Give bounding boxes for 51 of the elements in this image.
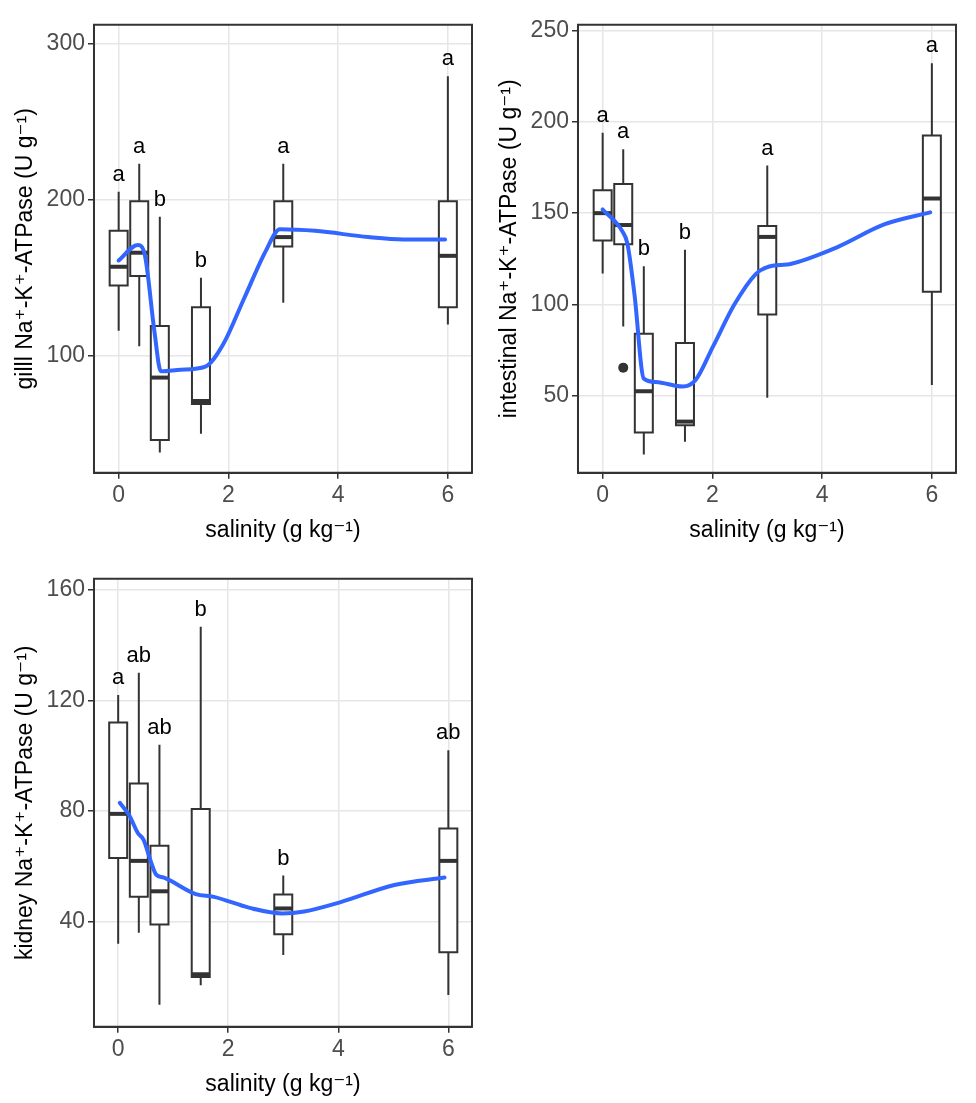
x-tick-label: 2 bbox=[706, 480, 719, 507]
y-tick-label: 200 bbox=[530, 107, 569, 134]
annotation: a bbox=[112, 160, 126, 186]
annotation: a bbox=[617, 118, 631, 144]
y-tick-label: 100 bbox=[46, 341, 85, 368]
x-tick-label: 2 bbox=[222, 480, 235, 507]
y-tick-label: 80 bbox=[59, 796, 85, 823]
y-tick-label: 200 bbox=[46, 184, 85, 211]
annotation: a bbox=[925, 32, 939, 58]
x-tick-label: 2 bbox=[221, 1034, 235, 1061]
y-tick-label: 120 bbox=[46, 685, 85, 712]
annotation: a bbox=[112, 664, 126, 690]
x-axis-title: salinity (g kg⁻¹) bbox=[205, 515, 361, 542]
y-tick-label: 100 bbox=[530, 289, 569, 316]
x-tick-label: 6 bbox=[441, 480, 455, 507]
x-tick-label: 4 bbox=[815, 480, 829, 507]
x-tick-label: 6 bbox=[925, 480, 939, 507]
annotation: b bbox=[194, 595, 207, 621]
annotation: a bbox=[277, 132, 291, 158]
y-axis-title: intestinal Na⁺-K⁺-ATPase (U g⁻¹) bbox=[495, 79, 522, 419]
y-tick-label: 50 bbox=[543, 381, 569, 408]
x-tick-label: 4 bbox=[331, 1034, 345, 1061]
y-tick-label: 300 bbox=[46, 28, 85, 55]
x-tick-label: 4 bbox=[331, 480, 345, 507]
y-axis-title: gilll Na⁺-K⁺-ATPase (U g⁻¹) bbox=[11, 108, 38, 390]
y-tick-label: 40 bbox=[59, 907, 85, 934]
y-tick-label: 250 bbox=[530, 15, 569, 42]
line-series bbox=[116, 227, 448, 374]
x-axis-title: salinity (g kg⁻¹) bbox=[689, 515, 845, 542]
x-tick-label: 0 bbox=[111, 1034, 125, 1061]
y-tick-label: 160 bbox=[46, 575, 85, 602]
annotation: ab bbox=[147, 713, 172, 739]
y-tick-label: 150 bbox=[530, 198, 569, 225]
annotation: b bbox=[678, 218, 692, 244]
x-tick-label: 0 bbox=[596, 480, 610, 507]
annotation: a bbox=[596, 101, 610, 127]
annotation: b bbox=[277, 844, 290, 870]
annotation: b bbox=[153, 185, 166, 211]
line-series bbox=[117, 800, 447, 916]
x-axis-title: salinity (g kg⁻¹) bbox=[205, 1069, 361, 1096]
y-axis-title: kidney Na⁺-K⁺-ATPase (U g⁻¹) bbox=[11, 645, 38, 961]
line-series bbox=[600, 207, 933, 389]
annotation: a bbox=[441, 45, 455, 71]
annotation: a bbox=[761, 134, 775, 160]
annotation: a bbox=[133, 132, 147, 158]
annotation: ab bbox=[126, 641, 152, 667]
annotation: ab bbox=[436, 719, 461, 745]
annotation: b bbox=[637, 235, 650, 261]
annotation: b bbox=[194, 246, 208, 272]
x-tick-label: 0 bbox=[112, 480, 126, 507]
x-tick-label: 6 bbox=[441, 1034, 455, 1061]
